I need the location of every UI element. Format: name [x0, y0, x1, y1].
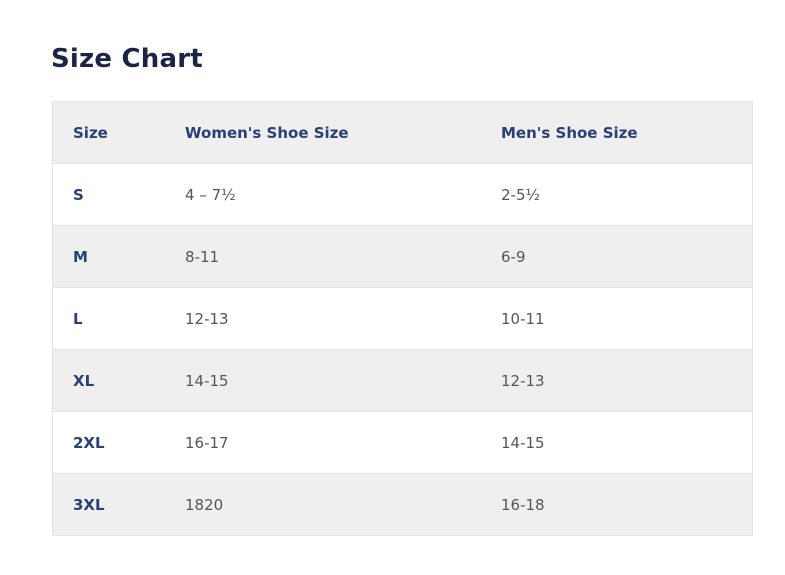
table-row: 2XL 16-17 14-15	[52, 411, 753, 474]
header-size: Size	[52, 101, 185, 164]
size-cell: 2XL	[52, 411, 185, 474]
mens-size-cell: 6-9	[501, 225, 753, 288]
womens-size-cell: 16-17	[185, 411, 501, 474]
mens-size-cell: 2-5½	[501, 163, 753, 226]
womens-size-cell: 8-11	[185, 225, 501, 288]
size-cell: L	[52, 287, 185, 350]
size-cell: M	[52, 225, 185, 288]
header-mens-shoe-size: Men's Shoe Size	[501, 101, 753, 164]
size-cell: 3XL	[52, 473, 185, 536]
table-header-row: Size Women's Shoe Size Men's Shoe Size	[52, 101, 753, 164]
mens-size-cell: 16-18	[501, 473, 753, 536]
table-row: M 8-11 6-9	[52, 225, 753, 288]
womens-size-cell: 1820	[185, 473, 501, 536]
womens-size-cell: 14-15	[185, 349, 501, 412]
womens-size-cell: 4 – 7½	[185, 163, 501, 226]
table-row: L 12-13 10-11	[52, 287, 753, 350]
page-title: Size Chart	[51, 44, 203, 74]
table-row: 3XL 1820 16-18	[52, 473, 753, 536]
header-womens-shoe-size: Women's Shoe Size	[185, 101, 501, 164]
table-row: S 4 – 7½ 2-5½	[52, 163, 753, 226]
mens-size-cell: 14-15	[501, 411, 753, 474]
mens-size-cell: 12-13	[501, 349, 753, 412]
size-cell: S	[52, 163, 185, 226]
womens-size-cell: 12-13	[185, 287, 501, 350]
table-row: XL 14-15 12-13	[52, 349, 753, 412]
size-cell: XL	[52, 349, 185, 412]
size-chart-table: Size Women's Shoe Size Men's Shoe Size S…	[52, 101, 753, 536]
mens-size-cell: 10-11	[501, 287, 753, 350]
